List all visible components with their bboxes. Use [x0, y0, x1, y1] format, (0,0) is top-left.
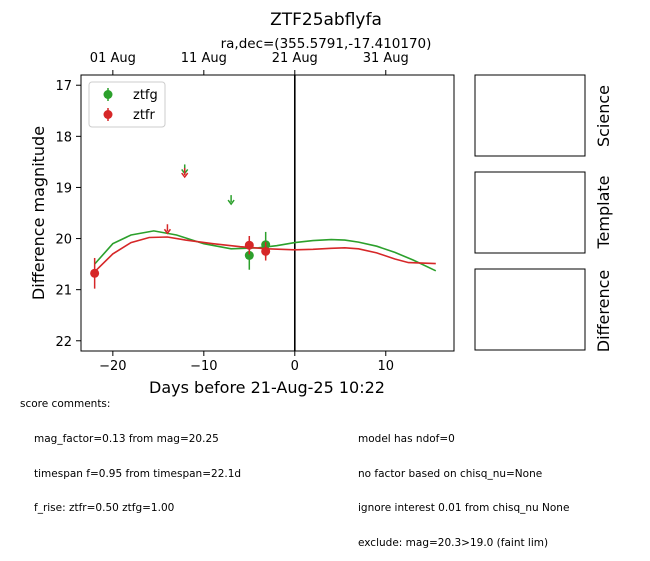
ztfr-model-curve [94, 236, 436, 273]
axis-ticks: −20 −10 0 10 01 Aug 11 Aug 21 Aug 31 Aug 17 18 19 2… [55, 51, 408, 374]
score-comment-line: mag_factor=0.13 from mag=20.25 [34, 433, 219, 445]
y-tick-label: 18 [55, 130, 72, 145]
difference-panel [474, 268, 586, 351]
y-tick-label: 17 [55, 79, 72, 94]
chart-subtitle: ra,dec=(355.5791,-17.410170) [221, 36, 432, 52]
light-curve-figure: ZTF25abflyfa ra,dec=(355.5791,-17.410170… [29, 10, 613, 397]
legend-ztfr-label: ztfr [133, 108, 155, 123]
y-tick-label: 22 [55, 335, 72, 350]
score-comments: mag_factor=0.13 from mag=20.25 timespan … [34, 411, 241, 526]
legend-ztfr-marker [103, 110, 113, 119]
science-panel [474, 74, 586, 157]
top-x-tick-label: 21 Aug [272, 51, 318, 66]
top-x-tick-label: 31 Aug [363, 51, 409, 66]
y-tick-label: 19 [55, 181, 72, 196]
top-x-tick-label: 01 Aug [90, 51, 136, 66]
score-comments-title: score comments: [20, 398, 111, 410]
model-comment-line: exclude: mag=20.3>19.0 (faint lim) [358, 536, 549, 549]
x-tick-label: 0 [291, 359, 299, 374]
science-panel-label: Science [594, 85, 613, 147]
top-x-tick-label: 11 Aug [181, 51, 227, 66]
score-comment-line: f_rise: ztfr=0.50 ztfg=1.00 [34, 502, 175, 514]
model-comment-line: ignore interest 0.01 from chisq_nu None [358, 502, 570, 514]
ztfg-detection-point [244, 250, 254, 260]
y-axis-label: Difference magnitude [29, 126, 48, 300]
ztfr-upper-limit-arrowhead [163, 228, 172, 235]
x-tick-label: −20 [99, 359, 126, 374]
template-panel-label: Template [594, 175, 613, 249]
x-tick-label: 10 [377, 359, 394, 374]
y-tick-label: 20 [55, 233, 72, 248]
template-panel [474, 171, 586, 254]
ztfr-upper-limit-arrowhead [181, 172, 189, 179]
score-comment-line: timespan f=0.95 from timespan=22.1d [34, 467, 242, 480]
ztfg-upper-limit-arrowhead [227, 199, 235, 206]
legend-ztfg-marker [103, 90, 113, 99]
x-tick-label: −10 [190, 359, 217, 374]
x-axis-label: Days before 21-Aug-25 10:22 [149, 378, 385, 397]
chart-title: ZTF25abflyfa [270, 10, 382, 30]
ztfg-model-curve [94, 230, 437, 272]
difference-panel-label: Difference [594, 270, 613, 352]
model-comments: model has ndof=0 no factor based on chis… [358, 411, 569, 561]
legend: ztfg ztfr [88, 81, 166, 128]
y-tick-label: 21 [55, 284, 72, 299]
ztfr-detection-point [244, 240, 254, 250]
ztfr-detection-point [90, 268, 100, 278]
plot-marks [90, 75, 437, 351]
model-comment-line: model has ndof=0 [358, 433, 455, 445]
model-comment-line: no factor based on chisq_nu=None [358, 467, 543, 480]
ztfr-detection-point [261, 246, 271, 256]
legend-ztfg-label: ztfg [133, 88, 158, 103]
